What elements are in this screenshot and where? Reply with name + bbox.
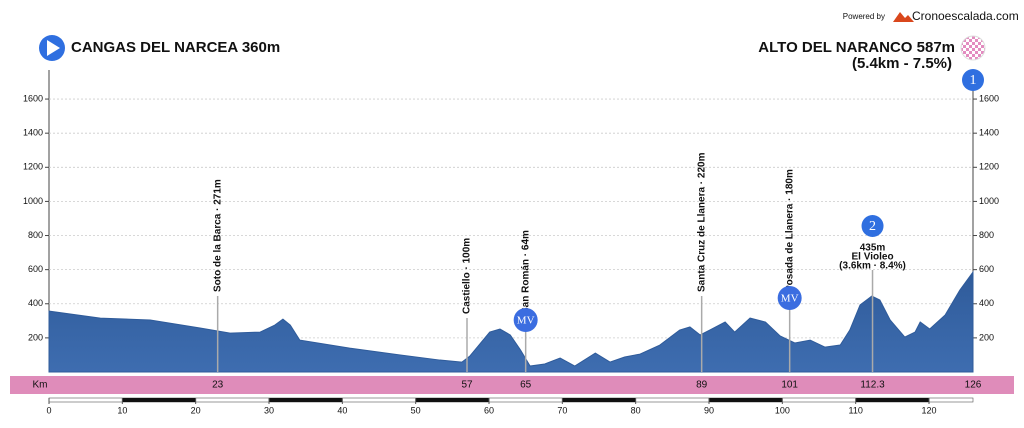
km-band-value: 101 bbox=[781, 380, 798, 391]
km-band bbox=[10, 376, 1014, 394]
km-band-value: 57 bbox=[461, 380, 473, 391]
x-tick-label: 20 bbox=[191, 405, 201, 415]
powered-by: Powered by bbox=[843, 12, 885, 21]
y-tick-label-right: 800 bbox=[979, 230, 994, 240]
climb-label: 435m bbox=[860, 243, 886, 254]
x-tick-label: 120 bbox=[921, 405, 936, 415]
start-arrow bbox=[47, 40, 60, 56]
km-band-value: 65 bbox=[520, 380, 532, 391]
start-title: CANGAS DEL NARCEA 360m bbox=[71, 39, 280, 56]
waypoint-label: Soto de la Barca · 271m bbox=[212, 179, 223, 292]
x-tick-label: 100 bbox=[775, 405, 790, 415]
finish-flag bbox=[960, 35, 986, 61]
mv-badge-label: MV bbox=[517, 315, 535, 327]
x-tick-label: 50 bbox=[411, 405, 421, 415]
waypoint-label: Posada de Llanera · 180m bbox=[784, 169, 795, 292]
y-tick-label: 1600 bbox=[23, 93, 43, 103]
brand[interactable]: Cronoescalada.com bbox=[912, 9, 1019, 23]
x-tick-label: 30 bbox=[264, 405, 274, 415]
x-tick-label: 10 bbox=[117, 405, 127, 415]
y-tick-label-right: 1200 bbox=[979, 162, 999, 172]
y-tick-label: 1400 bbox=[23, 128, 43, 138]
climb-label: (3.6km · 8.4%) bbox=[839, 261, 906, 272]
x-tick-label: 90 bbox=[704, 405, 714, 415]
y-tick-label-right: 600 bbox=[979, 264, 994, 274]
climb-badge-label: 1 bbox=[970, 73, 977, 88]
x-tick-label: 40 bbox=[337, 405, 347, 415]
climb-badge-label: 2 bbox=[869, 219, 876, 234]
climb-badge bbox=[962, 69, 984, 91]
km-band-value: 89 bbox=[696, 380, 708, 391]
mv-badge bbox=[777, 286, 802, 310]
waypoint-label: Santa Cruz de Llanera · 220m bbox=[696, 152, 707, 292]
km-ruler-segment bbox=[562, 398, 636, 402]
mv-badge bbox=[513, 308, 538, 332]
y-tick-label: 600 bbox=[28, 264, 43, 274]
x-tick-label: 60 bbox=[484, 405, 494, 415]
waypoint-label: San Román · 64m bbox=[520, 230, 531, 314]
km-band-label: Km bbox=[33, 380, 48, 391]
y-tick-label: 1000 bbox=[23, 196, 43, 206]
x-tick-label: 70 bbox=[557, 405, 567, 415]
km-ruler-segment bbox=[122, 398, 196, 402]
km-ruler-segment bbox=[709, 398, 783, 402]
x-tick-label: 110 bbox=[848, 405, 862, 415]
climb-badge bbox=[861, 215, 884, 237]
x-tick-label: 80 bbox=[631, 405, 641, 415]
y-tick-label-right: 1000 bbox=[979, 196, 999, 206]
brand-logo bbox=[893, 12, 914, 22]
climb-label: El Violeo bbox=[852, 252, 894, 263]
y-tick-label-right: 200 bbox=[979, 332, 994, 342]
x-tick-label: 0 bbox=[46, 405, 51, 415]
elevation-profile bbox=[48, 270, 974, 373]
finish-climb-stats: (5.4km - 7.5%) bbox=[852, 55, 952, 72]
km-band-value: 126 bbox=[965, 380, 982, 391]
km-ruler-segment bbox=[855, 398, 929, 402]
mv-badge-label: MV bbox=[781, 293, 799, 305]
km-band-value: 112.3 bbox=[860, 380, 885, 391]
y-tick-label: 200 bbox=[28, 332, 43, 342]
waypoint-label: Castiello · 100m bbox=[462, 238, 473, 314]
y-tick-label-right: 1600 bbox=[979, 93, 999, 103]
y-tick-label: 400 bbox=[28, 298, 43, 308]
km-ruler-segment bbox=[415, 398, 489, 402]
finish-title: ALTO DEL NARANCO 587m bbox=[758, 39, 955, 56]
y-tick-label: 1200 bbox=[23, 162, 43, 172]
y-tick-label: 800 bbox=[28, 230, 43, 240]
km-band-value: 23 bbox=[212, 380, 224, 391]
km-ruler-segment bbox=[269, 398, 343, 402]
y-tick-label-right: 1400 bbox=[979, 128, 999, 138]
y-tick-label-right: 400 bbox=[979, 298, 994, 308]
